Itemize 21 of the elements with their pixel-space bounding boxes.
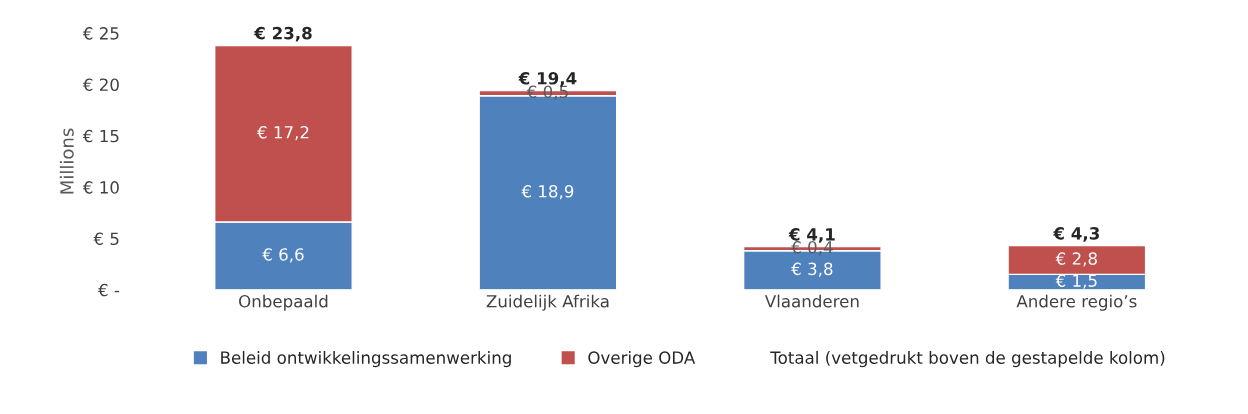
y-tick-label: € 10 bbox=[82, 181, 119, 194]
data-label: € 2,8 bbox=[1055, 252, 1097, 267]
legend-label: Overige ODA bbox=[588, 351, 696, 368]
data-label: € 3,8 bbox=[791, 262, 833, 277]
x-tick-label: Vlaanderen bbox=[764, 294, 859, 308]
y-tick-label: € 15 bbox=[82, 129, 119, 143]
x-tick-label: Zuidelijk Afrika bbox=[486, 294, 609, 311]
x-tick-label: Andere regio’s bbox=[1016, 294, 1137, 311]
data-label: € 18,9 bbox=[521, 185, 574, 200]
legend-label: Beleid ontwikkelingssamenwerking bbox=[221, 351, 511, 368]
text: Totaal (vetgedrukt boven de gestapelde kolom) bbox=[770, 351, 1165, 368]
y-tick-label: € 25 bbox=[82, 27, 119, 40]
data-label: € 17,2 bbox=[256, 125, 309, 141]
y-axis-title: Millions bbox=[59, 128, 74, 194]
y-tick-label: € 5 bbox=[93, 232, 119, 246]
x-tick-label: Onbepaald bbox=[239, 294, 328, 311]
total-label: € 4,3 bbox=[1053, 227, 1099, 242]
total-label: € 23,8 bbox=[253, 26, 312, 42]
data-label: € 6,6 bbox=[262, 248, 304, 263]
y-tick-label: € 20 bbox=[82, 78, 119, 92]
y-tick-label: € - bbox=[98, 283, 120, 297]
